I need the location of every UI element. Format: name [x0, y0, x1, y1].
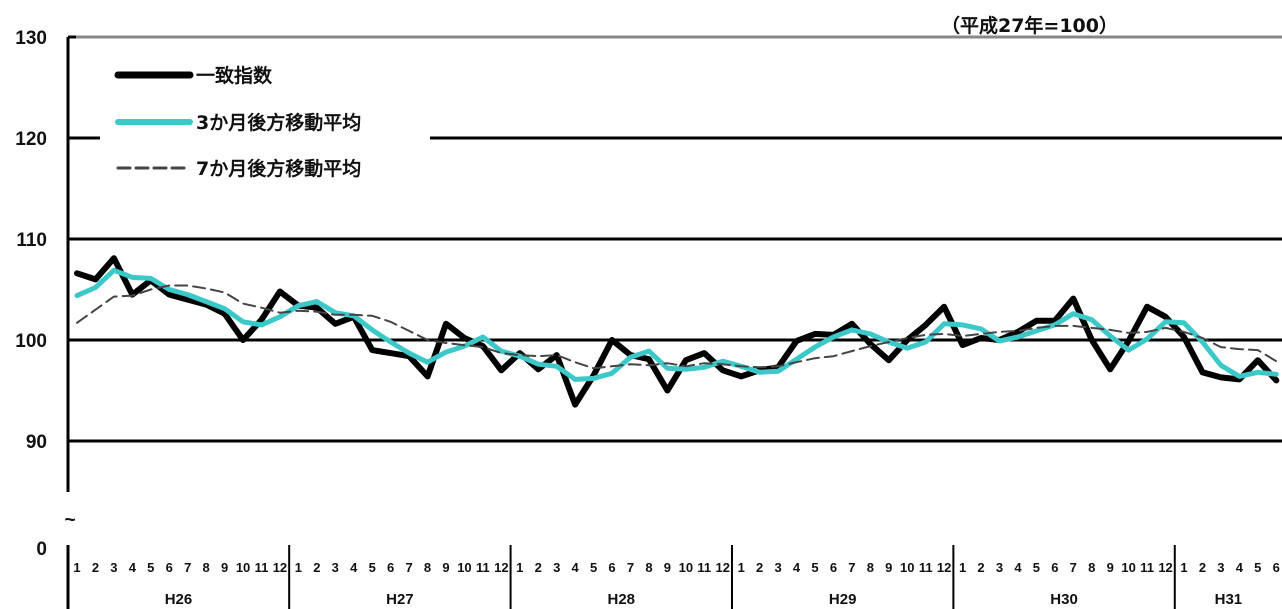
x-tick-label-month: 11: [919, 560, 933, 575]
x-tick-label-month: 2: [535, 560, 542, 575]
x-tick-label-month: 10: [457, 560, 471, 575]
x-tick-label-month: 5: [590, 560, 597, 575]
x-tick-label-month: 10: [900, 560, 914, 575]
y-axis: 130 120 110 100 90 0 ~: [15, 28, 76, 609]
x-tick-label-month: 7: [405, 560, 412, 575]
x-tick-label-month: 12: [273, 560, 287, 575]
x-tick-label-month: 5: [1254, 560, 1261, 575]
x-tick-label-month: 3: [553, 560, 560, 575]
x-tick-label-month: 8: [867, 560, 874, 575]
x-tick-label-month: 7: [627, 560, 634, 575]
axis-break-mark: ~: [64, 510, 75, 531]
x-tick-label-month: 1: [1180, 560, 1187, 575]
x-tick-label-year: H31: [1215, 591, 1243, 608]
x-tick-label-month: 2: [756, 560, 763, 575]
x-tick-label-month: 5: [811, 560, 818, 575]
x-tick-label-month: 12: [716, 560, 730, 575]
x-tick-label-month: 8: [203, 560, 210, 575]
x-tick-label-month: 11: [1140, 560, 1154, 575]
x-tick-label-month: 11: [697, 560, 711, 575]
x-tick-label-month: 2: [313, 560, 320, 575]
x-tick-label-month: 3: [332, 560, 339, 575]
x-tick-label-month: 9: [221, 560, 228, 575]
x-tick-label-month: 3: [110, 560, 117, 575]
x-tick-label-month: 7: [184, 560, 191, 575]
x-tick-label-month: 7: [1070, 560, 1077, 575]
x-tick-label-month: 8: [645, 560, 652, 575]
x-tick-label-month: 3: [774, 560, 781, 575]
x-tick-label-month: 12: [494, 560, 508, 575]
x-tick-label-month: 5: [147, 560, 154, 575]
x-tick-label-month: 9: [885, 560, 892, 575]
series-line-1: [74, 255, 1280, 408]
x-tick-label-month: 1: [516, 560, 523, 575]
x-tick-label-year: H27: [386, 591, 414, 608]
x-tick-label-month: 1: [738, 560, 745, 575]
legend-label-3: 7か月後方移動平均: [196, 157, 361, 180]
series-line-3: [76, 284, 1278, 370]
x-tick-label-year: H29: [829, 591, 857, 608]
x-tick-label-month: 6: [1051, 560, 1058, 575]
x-tick-label-month: 4: [572, 560, 580, 575]
x-tick-label-month: 7: [848, 560, 855, 575]
legend-label-2: 3か月後方移動平均: [196, 111, 361, 134]
x-tick-label-month: 3: [996, 560, 1003, 575]
chart-note: （平成27年=100）: [941, 14, 1118, 37]
x-tick-label-month: 11: [476, 560, 490, 575]
x-tick-label-month: 10: [1121, 560, 1135, 575]
legend: 一致指数 3か月後方移動平均 7か月後方移動平均: [100, 60, 430, 190]
y-tick-label: 100: [15, 331, 47, 352]
series-line-2: [74, 267, 1279, 382]
y-tick-label: 120: [15, 129, 47, 150]
legend-label-1: 一致指数: [196, 64, 273, 87]
x-tick-label-month: 6: [830, 560, 837, 575]
x-tick-label-month: 3: [1217, 560, 1224, 575]
x-tick-label-month: 10: [236, 560, 250, 575]
series-lines: [74, 255, 1280, 408]
x-tick-label-month: 8: [1088, 560, 1095, 575]
y-tick-label: 90: [26, 432, 47, 453]
x-tick-label-month: 9: [664, 560, 671, 575]
x-tick-label-month: 9: [442, 560, 449, 575]
x-tick-label-month: 12: [937, 560, 951, 575]
x-tick-label-year: H28: [608, 591, 636, 608]
x-tick-label-year: H30: [1050, 591, 1078, 608]
x-tick-label-month: 4: [793, 560, 801, 575]
x-tick-label-month: 2: [977, 560, 984, 575]
y-tick-label: 0: [36, 539, 47, 560]
x-tick-label-month: 6: [387, 560, 394, 575]
x-tick-label-month: 6: [1273, 560, 1280, 575]
x-tick-label-month: 11: [255, 560, 269, 575]
y-tick-label: 130: [15, 28, 47, 49]
x-tick-label-year: H26: [165, 591, 193, 608]
x-tick-label-month: 9: [1107, 560, 1114, 575]
x-tick-label-month: 6: [608, 560, 615, 575]
x-tick-label-month: 8: [424, 560, 431, 575]
y-tick-label: 110: [16, 230, 47, 251]
x-tick-label-month: 1: [295, 560, 302, 575]
x-tick-label-month: 2: [92, 560, 99, 575]
x-tick-label-month: 5: [1033, 560, 1040, 575]
x-tick-label-month: 12: [1158, 560, 1172, 575]
x-tick-label-month: 2: [1199, 560, 1206, 575]
x-tick-label-month: 1: [73, 560, 80, 575]
x-tick-label-month: 4: [350, 560, 358, 575]
x-tick-label-month: 4: [129, 560, 137, 575]
x-tick-label-month: 4: [1236, 560, 1244, 575]
x-tick-label-month: 4: [1014, 560, 1022, 575]
x-tick-label-month: 5: [369, 560, 376, 575]
x-tick-label-month: 10: [679, 560, 693, 575]
x-axis: 1 2 3 4 5 6 7 8 9 10 11 12 1 2 3 4 5 6 7 8 9 10 11 12 1 2 3 4 5 6 7 8 9 1…: [66, 545, 1280, 609]
x-tick-label-month: 1: [959, 560, 966, 575]
x-tick-label-month: 6: [166, 560, 173, 575]
